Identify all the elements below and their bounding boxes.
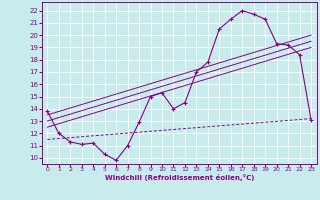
X-axis label: Windchill (Refroidissement éolien,°C): Windchill (Refroidissement éolien,°C) [105,174,254,181]
